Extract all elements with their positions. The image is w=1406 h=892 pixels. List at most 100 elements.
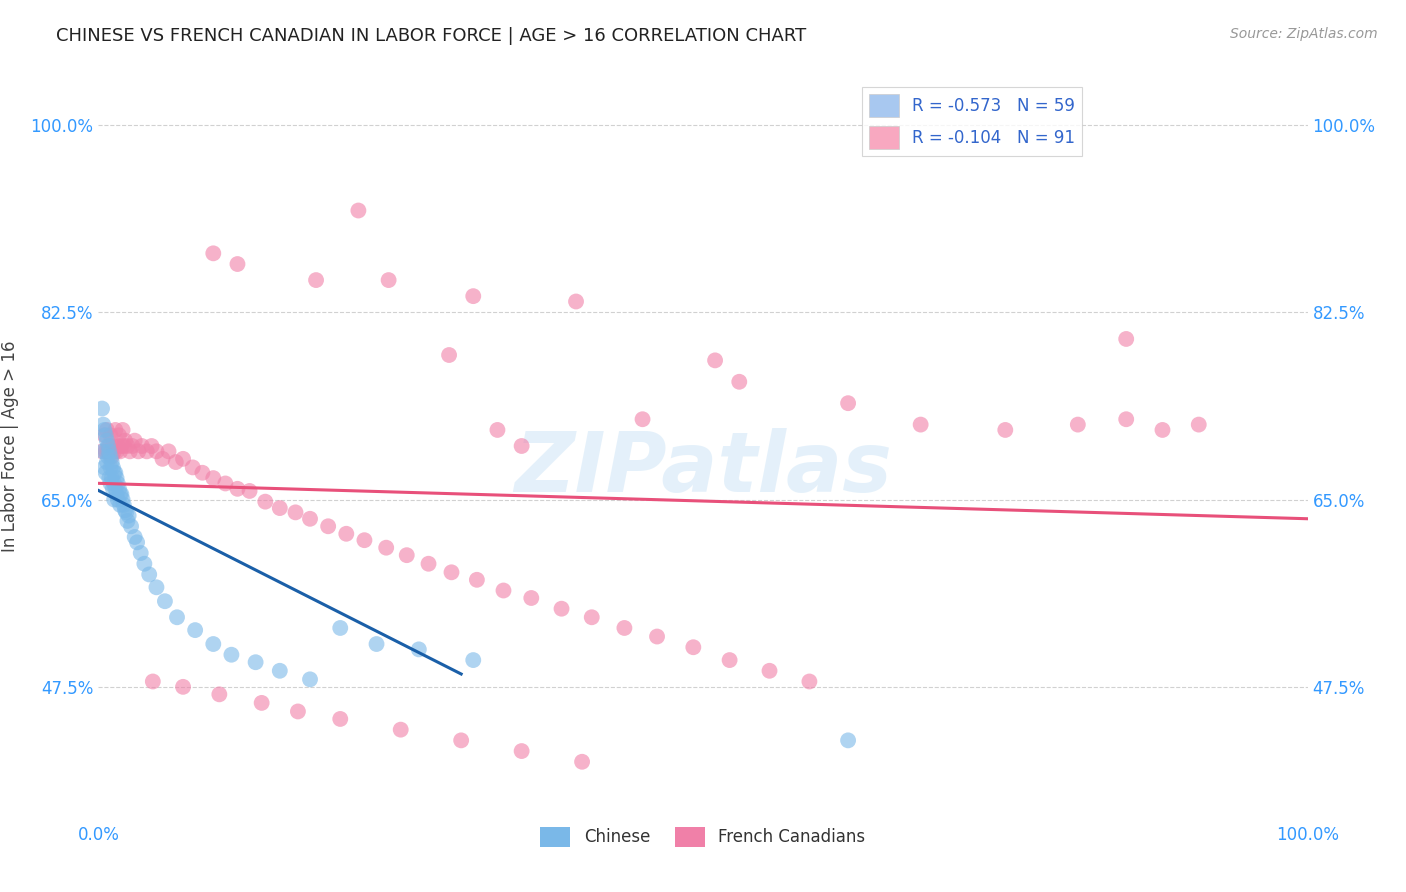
Point — [112, 498, 135, 512]
Point — [728, 375, 751, 389]
Point — [105, 444, 128, 458]
Point — [107, 439, 129, 453]
Point — [101, 439, 124, 453]
Point — [96, 455, 118, 469]
Point — [202, 246, 225, 260]
Point — [91, 444, 114, 458]
Point — [226, 257, 249, 271]
Point — [837, 733, 859, 747]
Point — [347, 203, 370, 218]
Point — [110, 487, 132, 501]
Point — [118, 508, 141, 523]
Point — [93, 428, 115, 442]
Point — [758, 664, 780, 678]
Point — [191, 466, 214, 480]
Point — [299, 512, 322, 526]
Point — [117, 514, 139, 528]
Point — [111, 423, 134, 437]
Point — [91, 417, 114, 432]
Point — [101, 460, 124, 475]
Point — [100, 455, 122, 469]
Point — [172, 680, 194, 694]
Point — [141, 439, 163, 453]
Point — [111, 492, 134, 507]
Point — [910, 417, 932, 432]
Point — [98, 471, 121, 485]
Point — [108, 428, 131, 442]
Point — [704, 353, 727, 368]
Point — [124, 530, 146, 544]
Point — [110, 439, 132, 453]
Point — [165, 455, 187, 469]
Point — [135, 444, 157, 458]
Text: Source: ZipAtlas.com: Source: ZipAtlas.com — [1230, 27, 1378, 41]
Point — [142, 674, 165, 689]
Point — [134, 557, 156, 571]
Point — [226, 482, 249, 496]
Point — [105, 487, 128, 501]
Point — [107, 476, 129, 491]
Point — [98, 439, 121, 453]
Point — [245, 655, 267, 669]
Point — [837, 396, 859, 410]
Point — [108, 498, 131, 512]
Point — [571, 755, 593, 769]
Point — [353, 533, 375, 548]
Text: ZIPatlas: ZIPatlas — [515, 428, 891, 509]
Point — [166, 610, 188, 624]
Point — [437, 348, 460, 362]
Point — [118, 444, 141, 458]
Point — [104, 466, 127, 480]
Point — [184, 623, 207, 637]
Point — [202, 471, 225, 485]
Point — [94, 428, 117, 442]
Point — [114, 434, 136, 448]
Point — [172, 451, 194, 466]
Point — [395, 548, 418, 562]
Point — [1188, 417, 1211, 432]
Point — [153, 594, 176, 608]
Point — [269, 501, 291, 516]
Point — [97, 450, 120, 464]
Point — [107, 492, 129, 507]
Point — [120, 519, 142, 533]
Point — [138, 567, 160, 582]
Point — [440, 566, 463, 580]
Point — [329, 712, 352, 726]
Point — [682, 640, 704, 655]
Point — [550, 601, 572, 615]
Point — [145, 580, 167, 594]
Point — [254, 494, 277, 508]
Point — [100, 450, 122, 464]
Point — [101, 482, 124, 496]
Point — [108, 487, 131, 501]
Legend: Chinese, French Canadians: Chinese, French Canadians — [534, 820, 872, 854]
Point — [239, 483, 262, 498]
Point — [631, 412, 654, 426]
Point — [103, 466, 125, 480]
Point — [375, 541, 398, 555]
Point — [287, 705, 309, 719]
Point — [465, 573, 488, 587]
Point — [1152, 423, 1174, 437]
Point — [520, 591, 543, 605]
Point — [145, 444, 167, 458]
Point — [91, 444, 114, 458]
Point — [335, 526, 357, 541]
Y-axis label: In Labor Force | Age > 16: In Labor Force | Age > 16 — [1, 340, 20, 552]
Point — [97, 444, 120, 458]
Text: CHINESE VS FRENCH CANADIAN IN LABOR FORCE | AGE > 16 CORRELATION CHART: CHINESE VS FRENCH CANADIAN IN LABOR FORC… — [56, 27, 807, 45]
Point — [104, 482, 127, 496]
Point — [418, 557, 440, 571]
Point — [108, 444, 131, 458]
Point — [305, 273, 328, 287]
Point — [100, 428, 122, 442]
Point — [510, 439, 533, 453]
Point — [129, 546, 152, 560]
Point — [463, 653, 485, 667]
Point — [581, 610, 603, 624]
Point — [114, 503, 136, 517]
Point — [97, 439, 120, 453]
Point — [115, 505, 138, 519]
Point — [112, 439, 135, 453]
